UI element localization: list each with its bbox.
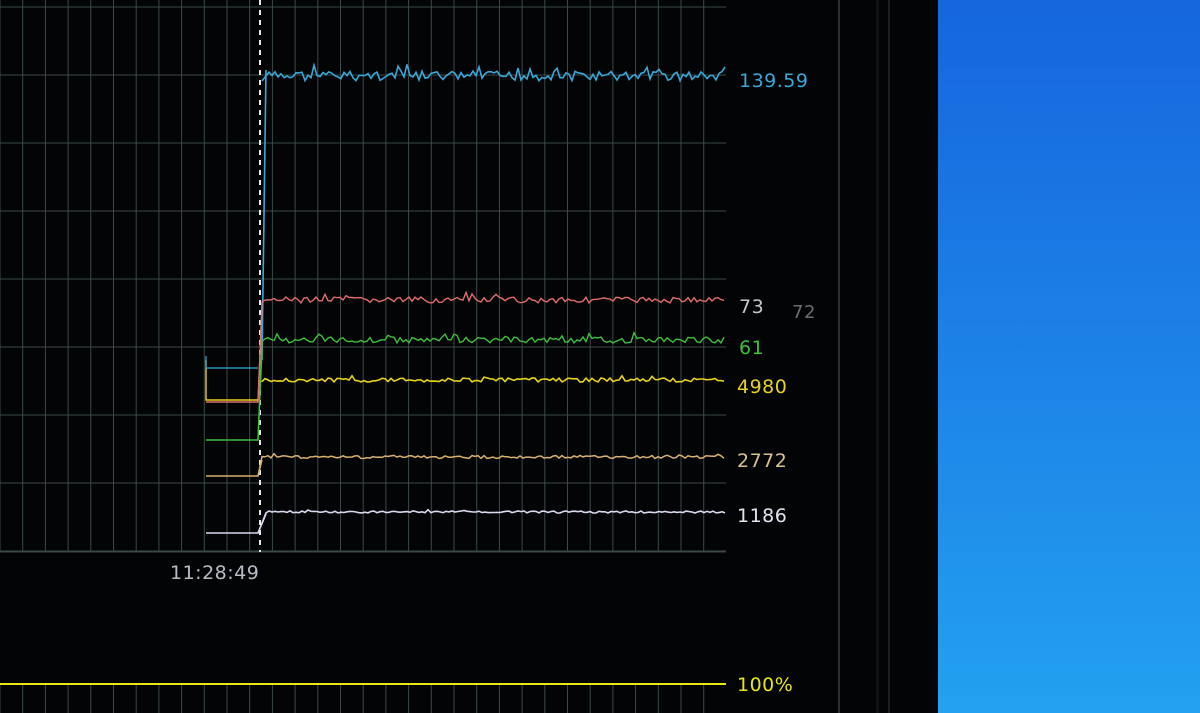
power-trace-edge (257, 349, 263, 441)
desktop-background (938, 0, 1200, 713)
fps-value-label: 139.59 (739, 70, 809, 92)
fps-trace (261, 62, 726, 83)
hardware-monitor-graph (0, 0, 726, 713)
core-clock-value-label: 2772 (737, 450, 788, 472)
window-divider (838, 0, 840, 713)
power-trace (206, 330, 725, 441)
fan-speed-value-label: 1186 (737, 505, 788, 527)
fan-speed-trace-edge (257, 513, 267, 534)
memory-clock-trace (261, 374, 725, 384)
time-marker-label: 11:28:49 (170, 562, 260, 584)
power-value-label: 61 (739, 337, 765, 359)
temperature-secondary-label: 72 (792, 302, 816, 323)
memory-clock-pre-trace (205, 360, 258, 401)
fps-pre-trace (205, 356, 258, 369)
monitor-bezel-edge (932, 0, 938, 713)
core-clock-trace (206, 452, 725, 477)
window-divider (888, 0, 890, 713)
fan-speed-trace (206, 508, 726, 534)
usage-percent-label: 100% (737, 674, 794, 696)
memory-clock-value-label: 4980 (737, 376, 788, 398)
monitoring-window: 11:28:49 139.59 73 72 61 4980 2772 1186 … (0, 0, 938, 713)
temperature-value-label: 73 (739, 296, 765, 318)
temperature-trace (206, 290, 725, 403)
fps-trace-edge (261, 69, 267, 361)
core-clock-trace-edge (257, 459, 263, 477)
window-divider (876, 0, 879, 713)
temperature-trace-edge (257, 309, 263, 403)
